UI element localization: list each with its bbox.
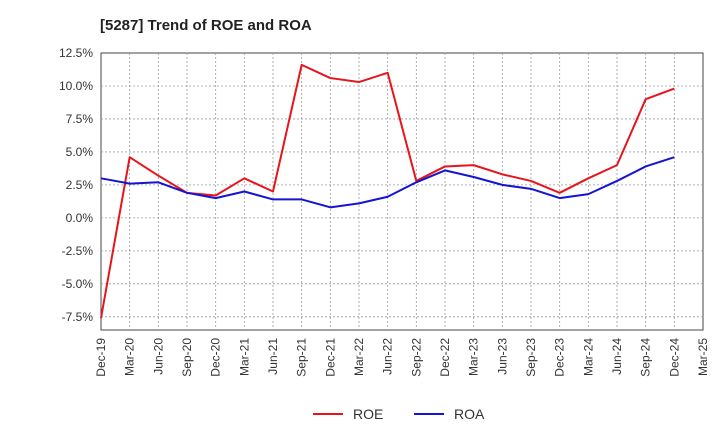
x-tick-label: Mar-22 xyxy=(352,338,366,376)
x-tick-label: Mar-25 xyxy=(696,338,710,376)
y-axis-ticks: 12.5% 10.0% 7.5% 5.0% 2.5% 0.0% -2.5% -5.0% -7.5… xyxy=(59,46,93,324)
y-tick-label: 7.5% xyxy=(66,112,94,126)
y-tick-label: -7.5% xyxy=(62,310,94,324)
y-tick-label: 12.5% xyxy=(59,46,93,60)
chart-title: [5287] Trend of ROE and ROA xyxy=(100,17,312,34)
y-tick-label: 5.0% xyxy=(66,145,94,159)
x-tick-label: Dec-24 xyxy=(667,338,681,377)
x-tick-label: Mar-24 xyxy=(581,338,595,376)
x-tick-label: Dec-23 xyxy=(553,338,567,377)
x-tick-label: Dec-21 xyxy=(323,338,337,377)
x-tick-label: Mar-21 xyxy=(237,338,251,376)
x-tick-label: Mar-20 xyxy=(123,338,137,376)
legend: ROE ROA xyxy=(313,406,485,422)
x-tick-label: Sep-22 xyxy=(409,338,423,377)
x-tick-label: Jun-21 xyxy=(266,338,280,375)
x-tick-label: Sep-24 xyxy=(639,338,653,377)
x-axis-ticks: Dec-19 Mar-20 Jun-20 Sep-20 Dec-20 Mar-21 Jun-… xyxy=(94,338,710,377)
x-tick-label: Jun-22 xyxy=(381,338,395,375)
y-tick-label: 10.0% xyxy=(59,79,93,93)
plot-area xyxy=(100,52,704,331)
x-tick-label: Jun-23 xyxy=(495,338,509,375)
series-line-roa xyxy=(100,156,675,209)
x-tick-label: Jun-20 xyxy=(151,338,165,375)
y-tick-label: -2.5% xyxy=(62,244,94,258)
plot-frame xyxy=(100,52,704,331)
gridlines xyxy=(101,53,703,330)
x-tick-label: Jun-24 xyxy=(610,338,624,375)
x-tick-label: Dec-20 xyxy=(209,338,223,377)
legend-label-roe: ROE xyxy=(353,406,383,422)
series-lines xyxy=(100,63,675,319)
y-tick-label: 2.5% xyxy=(66,178,94,192)
x-tick-label: Mar-23 xyxy=(467,338,481,376)
x-tick-label: Sep-20 xyxy=(180,338,194,377)
legend-label-roa: ROA xyxy=(454,406,485,422)
y-tick-label: 0.0% xyxy=(66,211,94,225)
x-tick-label: Dec-22 xyxy=(438,338,452,377)
x-tick-label: Sep-21 xyxy=(295,338,309,377)
y-tick-label: -5.0% xyxy=(62,277,94,291)
x-tick-label: Sep-23 xyxy=(524,338,538,377)
x-tick-label: Dec-19 xyxy=(94,338,108,377)
